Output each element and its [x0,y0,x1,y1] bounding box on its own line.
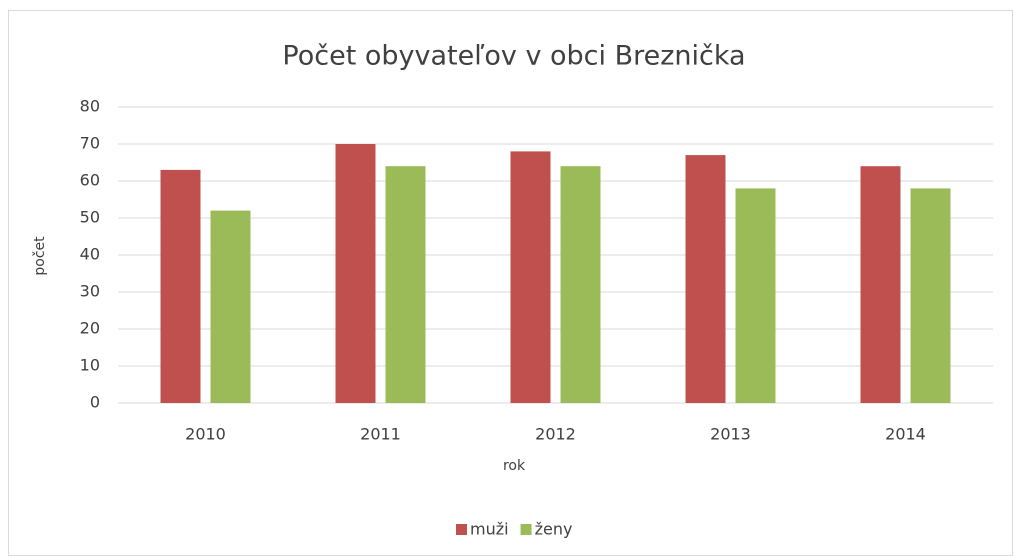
bar [510,151,551,403]
y-tick-label: 0 [90,393,100,412]
legend-swatch [456,524,467,535]
chart-title: Počet obyvateľov v obci Breznička [282,41,745,72]
y-tick-label: 50 [80,208,100,227]
x-tick-label: 2011 [360,425,401,444]
y-tick-label: 80 [80,97,100,116]
legend-label: muži [470,520,509,539]
bar [860,166,901,403]
bar [385,166,426,403]
x-tick-label: 2013 [710,425,751,444]
bar [335,144,376,403]
y-tick-label: 30 [80,282,100,301]
y-tick-label: 70 [80,134,100,153]
y-tick-label: 40 [80,245,100,264]
bar [735,188,776,403]
bar [160,169,201,403]
y-tick-label: 20 [80,319,100,338]
bar [210,210,251,403]
y-tick-label: 10 [80,356,100,375]
x-tick-label: 2010 [185,425,226,444]
x-tick-label: 2012 [535,425,576,444]
bar [910,188,951,403]
legend-swatch [520,524,532,535]
x-axis-label: rok [503,458,526,474]
legend-label: ženy [535,520,573,539]
bar [685,155,726,403]
y-axis-label: počet [32,236,48,276]
x-tick-label: 2014 [885,425,926,444]
bar [560,166,601,403]
y-tick-label: 60 [80,171,100,190]
